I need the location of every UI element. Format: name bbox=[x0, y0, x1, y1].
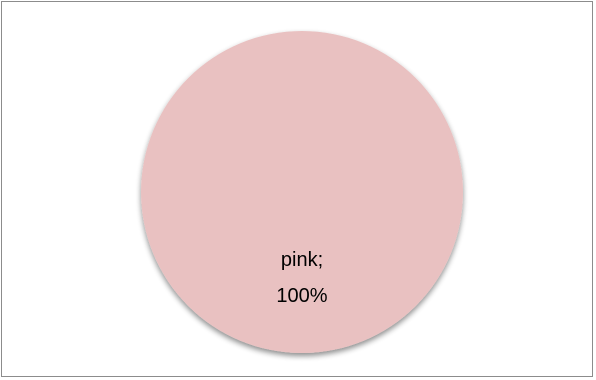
pie-data-labels: pink; 100% bbox=[276, 249, 327, 307]
slice-label-name: pink; bbox=[281, 249, 323, 271]
slice-label-percent: 100% bbox=[276, 285, 327, 307]
pie-slice-pink bbox=[141, 31, 463, 353]
pie-slices bbox=[141, 31, 463, 353]
